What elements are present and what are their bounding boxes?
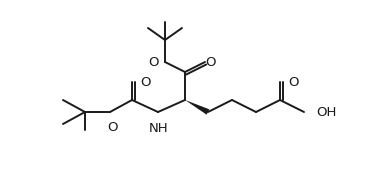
Polygon shape xyxy=(185,100,209,115)
Text: O: O xyxy=(149,56,159,68)
Text: O: O xyxy=(107,121,117,134)
Text: O: O xyxy=(140,76,151,88)
Text: O: O xyxy=(288,76,298,88)
Text: O: O xyxy=(205,56,216,68)
Text: NH: NH xyxy=(149,122,169,135)
Text: OH: OH xyxy=(316,106,336,118)
